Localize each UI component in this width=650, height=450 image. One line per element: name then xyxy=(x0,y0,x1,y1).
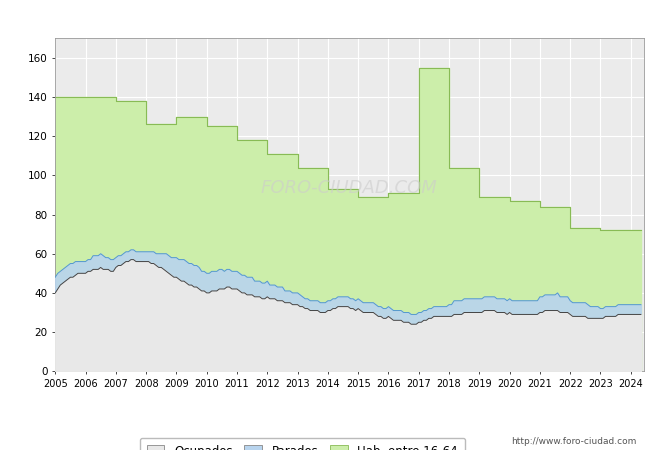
Text: FORO-CIUDAD.COM: FORO-CIUDAD.COM xyxy=(261,179,437,197)
Text: Monterde - Evolucion de la poblacion en edad de Trabajar Mayo de 2024: Monterde - Evolucion de la poblacion en … xyxy=(83,10,567,23)
Text: http://www.foro-ciudad.com: http://www.foro-ciudad.com xyxy=(512,436,637,446)
Legend: Ocupados, Parados, Hab. entre 16-64: Ocupados, Parados, Hab. entre 16-64 xyxy=(140,438,465,450)
